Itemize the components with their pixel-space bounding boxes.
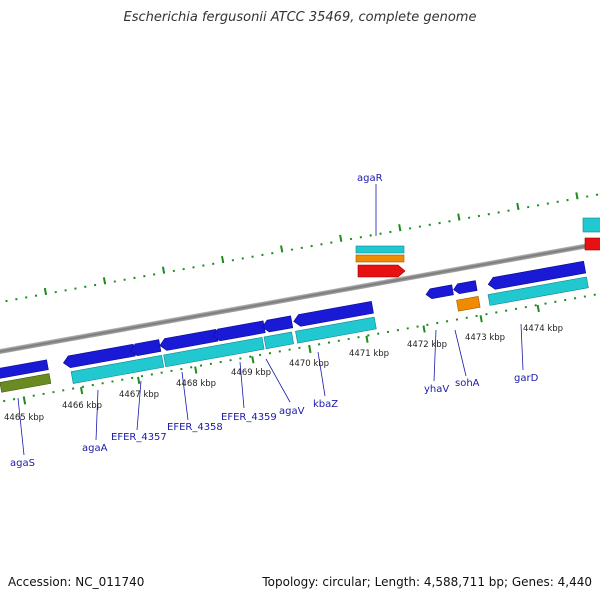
gene-label-agaS[interactable]: agaS [10,458,35,469]
genome-backbone [0,231,600,364]
gene-agaS[interactable] [0,373,52,393]
gene-label-EFER_4358[interactable]: EFER_4358 [167,422,223,433]
gene-label-EFER_4359[interactable]: EFER_4359 [221,412,277,423]
tick-label: 4474 kbp [523,324,563,334]
gene-right-edge[interactable] [582,217,600,233]
cds-EFER_4357[interactable] [129,339,162,357]
cds-EFER_4359[interactable] [212,320,266,342]
tick-label: 4468 kbp [176,379,216,389]
gene-agaR[interactable] [355,245,405,254]
cds-agaR[interactable] [357,264,406,278]
cds-sohA[interactable] [453,280,478,295]
tick-label: 4465 kbp [4,413,44,423]
tick-label: 4467 kbp [119,390,159,400]
cds-yhaV[interactable] [425,284,454,300]
gene-label-kbaZ[interactable]: kbaZ [313,399,338,410]
cds-agaV[interactable] [261,315,294,333]
gene-kbaZ[interactable] [295,316,377,344]
gene-label-yhaV[interactable]: yhaV [424,384,449,395]
gene-label-agaR[interactable]: agaR [357,173,383,184]
cds-EFER_4358[interactable] [159,329,219,351]
gene-label-EFER_4357[interactable]: EFER_4357 [111,432,167,443]
gene-label-garD[interactable]: garD [514,373,539,384]
forward-strand-features [355,217,600,278]
gene-label-agaV[interactable]: agaV [279,406,305,417]
cds-agaA[interactable] [62,343,136,369]
genome-summary-text: Topology: circular; Length: 4,588,711 bp… [262,575,592,589]
reverse-strand-features [0,260,589,393]
lower-ruler [0,281,600,411]
tick-label: 4466 kbp [62,401,102,411]
gene-garD[interactable] [487,276,589,306]
label-leaders [17,184,524,456]
upper-ruler [0,185,600,315]
gene-sohA[interactable] [456,296,481,312]
cds-agaS[interactable] [0,359,49,379]
cds-kbaZ[interactable] [293,301,374,327]
cds-agaR-misc[interactable] [355,254,405,263]
tick-label: 4469 kbp [231,368,271,378]
accession-text: Accession: NC_011740 [8,575,145,589]
tick-label: 4471 kbp [349,349,389,359]
gene-label-sohA[interactable]: sohA [455,378,480,389]
tick-label: 4470 kbp [289,359,329,369]
gene-label-agaA[interactable]: agaA [82,443,108,454]
tick-label: 4472 kbp [407,340,447,350]
gene-agaV[interactable] [263,331,295,350]
map-title: Escherichia fergusonii ATCC 35469, compl… [123,10,477,25]
gene-labels: agaS agaA EFER_4357 EFER_4358 EFER_4359 … [10,173,539,469]
gene-agaA[interactable] [70,355,165,384]
cds-garD[interactable] [487,260,587,290]
tick-labels: 4465 kbp 4466 kbp 4467 kbp 4468 kbp 4469… [4,324,563,423]
cds-right-edge[interactable] [584,237,600,251]
tick-label: 4473 kbp [465,333,505,343]
gene-EFER_4358[interactable] [163,336,265,368]
